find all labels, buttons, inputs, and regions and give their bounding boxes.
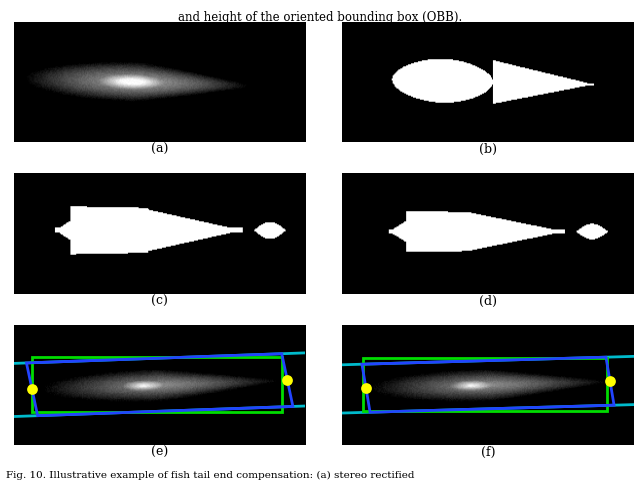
Text: (f): (f): [481, 446, 495, 459]
Text: (c): (c): [151, 295, 168, 307]
Bar: [31, 357, 282, 412]
Text: Fig. 10. Illustrative example of fish tail end compensation: (a) stereo rectifie: Fig. 10. Illustrative example of fish ta…: [6, 471, 415, 480]
Text: (b): (b): [479, 143, 497, 156]
Text: (d): (d): [479, 295, 497, 307]
Point: [361, 384, 371, 392]
Text: (a): (a): [151, 143, 168, 156]
Point: [605, 377, 615, 385]
Point: [27, 385, 37, 393]
Point: [282, 376, 292, 384]
Text: (e): (e): [151, 446, 168, 459]
Text: and height of the oriented bounding box (OBB).: and height of the oriented bounding box …: [178, 11, 462, 24]
Bar: [363, 358, 607, 411]
